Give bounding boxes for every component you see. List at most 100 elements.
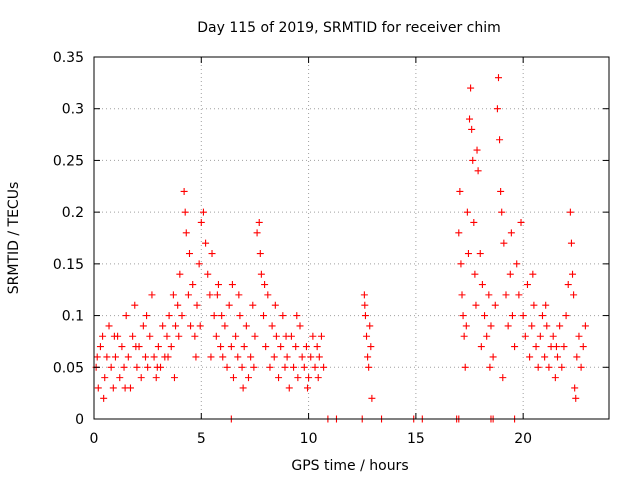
data-point	[298, 353, 306, 361]
data-point	[236, 312, 244, 320]
data-point	[208, 250, 216, 258]
data-point	[261, 281, 269, 289]
data-point	[360, 291, 368, 299]
data-point	[543, 322, 551, 330]
data-point	[305, 374, 313, 382]
data-point	[311, 363, 319, 371]
data-point	[195, 260, 203, 268]
data-point	[283, 353, 291, 361]
y-tick-label: 0.2	[62, 205, 84, 221]
data-point	[107, 363, 115, 371]
data-point	[368, 394, 376, 402]
data-point	[100, 394, 108, 402]
data-point	[506, 270, 514, 278]
data-point	[293, 312, 301, 320]
data-point	[180, 187, 188, 195]
y-tick-label: 0.05	[53, 360, 84, 376]
data-point	[500, 239, 508, 247]
data-point	[94, 384, 102, 392]
data-point	[521, 332, 529, 340]
data-point	[262, 343, 270, 351]
data-point	[320, 363, 328, 371]
data-point	[105, 322, 113, 330]
data-point	[279, 312, 287, 320]
data-point	[302, 343, 310, 351]
data-point	[271, 301, 279, 309]
data-point	[212, 332, 220, 340]
y-tick-label: 0	[75, 412, 84, 428]
data-point	[238, 363, 246, 371]
data-point	[210, 312, 218, 320]
data-point	[181, 208, 189, 216]
data-point	[515, 291, 523, 299]
data-point	[549, 332, 557, 340]
data-point	[573, 353, 581, 361]
data-point	[272, 332, 280, 340]
data-point	[464, 250, 472, 258]
data-point	[111, 353, 119, 361]
data-point	[255, 218, 263, 226]
data-point	[570, 291, 578, 299]
data-point	[185, 250, 193, 258]
data-point	[242, 322, 250, 330]
data-point	[109, 384, 117, 392]
data-point	[455, 229, 463, 237]
data-point	[150, 353, 158, 361]
data-point	[142, 353, 149, 361]
data-point	[137, 374, 145, 382]
data-point	[460, 332, 468, 340]
data-point	[129, 332, 137, 340]
data-point	[517, 218, 525, 226]
data-point	[472, 301, 480, 309]
data-point	[192, 353, 200, 361]
data-point	[152, 374, 160, 382]
data-point	[207, 353, 215, 361]
data-point	[202, 239, 210, 247]
data-point	[493, 105, 501, 113]
data-point	[366, 322, 374, 330]
data-point	[132, 343, 140, 351]
data-point	[519, 312, 527, 320]
data-point	[204, 270, 212, 278]
data-point	[504, 322, 512, 330]
data-point	[361, 312, 369, 320]
data-point	[219, 353, 227, 361]
data-point	[206, 291, 214, 299]
data-point	[466, 115, 474, 123]
data-point	[551, 374, 559, 382]
data-point	[536, 332, 544, 340]
data-point	[541, 353, 549, 361]
data-point	[193, 301, 201, 309]
data-point	[486, 363, 494, 371]
data-point	[96, 343, 104, 351]
data-point	[556, 322, 564, 330]
data-point	[478, 281, 486, 289]
data-point	[532, 343, 540, 351]
axis-ticks: 0 5 10 15 20 0 0.05 0.1 0.15 0.2 0.25 0.3 0.35	[53, 50, 609, 447]
data-point	[139, 322, 147, 330]
data-point	[256, 250, 264, 258]
data-point	[502, 291, 510, 299]
data-point	[120, 363, 128, 371]
data-point	[364, 353, 372, 361]
data-point	[174, 301, 182, 309]
data-point	[304, 384, 312, 392]
data-point	[566, 208, 574, 216]
data-point	[558, 363, 566, 371]
data-point	[534, 363, 542, 371]
data-point	[474, 167, 482, 175]
data-point	[473, 146, 481, 154]
data-point	[469, 156, 477, 164]
data-point	[249, 301, 257, 309]
data-point	[99, 332, 107, 340]
data-point	[494, 74, 502, 82]
data-point	[122, 312, 130, 320]
data-point	[169, 291, 177, 299]
data-point	[458, 291, 466, 299]
data-point	[165, 312, 173, 320]
data-point	[225, 301, 233, 309]
data-point	[564, 281, 572, 289]
data-point	[523, 281, 531, 289]
y-tick-label: 0.25	[53, 153, 84, 169]
data-point	[508, 312, 516, 320]
